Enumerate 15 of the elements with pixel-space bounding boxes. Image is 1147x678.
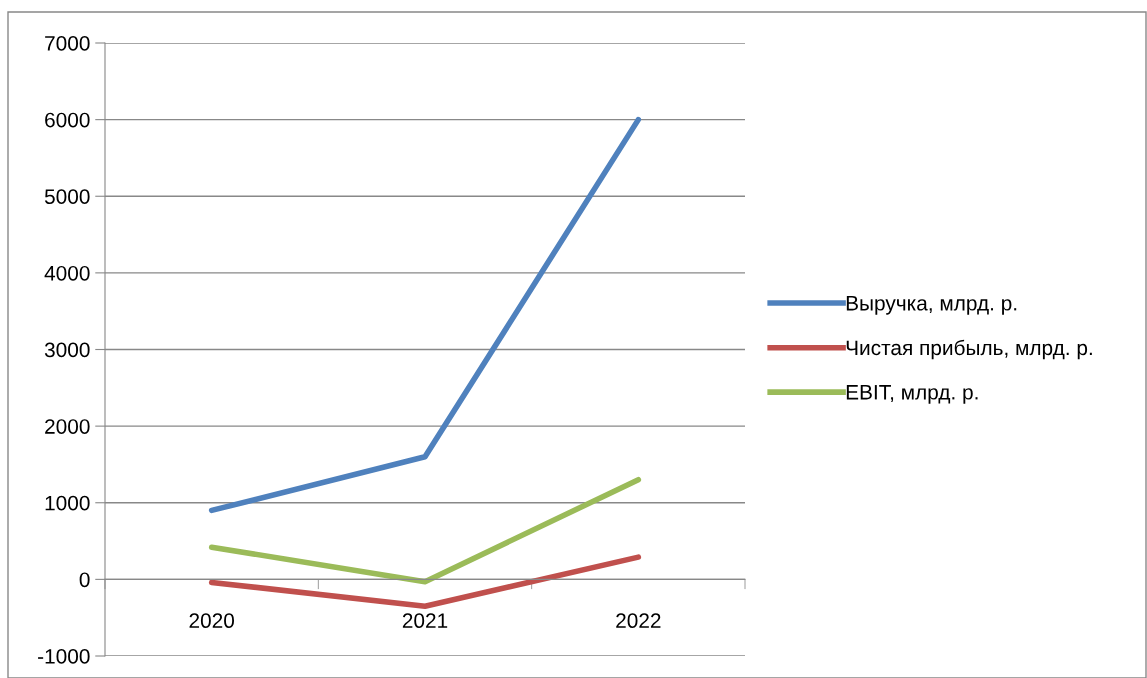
x-tick-label: 2021 [402,613,448,629]
legend-label: Чистая прибыль, млрд. р. [846,339,1092,360]
x-tick-label: 2020 [189,613,235,629]
y-tick-label: 7000 [45,36,90,51]
legend-label: Выручка, млрд. р. [846,296,1017,315]
y-tick-label: 1000 [45,495,90,511]
y-tick-label: 0 [79,572,90,588]
legend-label: EBIT, млрд. р. [846,385,978,404]
y-tick-label: -1000 [38,649,90,664]
y-tick-label: 3000 [44,342,90,358]
y-tick-label: 4000 [44,265,90,281]
y-tick-label: 6000 [45,112,90,128]
y-tick-label: 5000 [44,189,90,204]
x-tick-label: 2022 [616,613,661,629]
y-tick-label: 2000 [45,419,90,434]
